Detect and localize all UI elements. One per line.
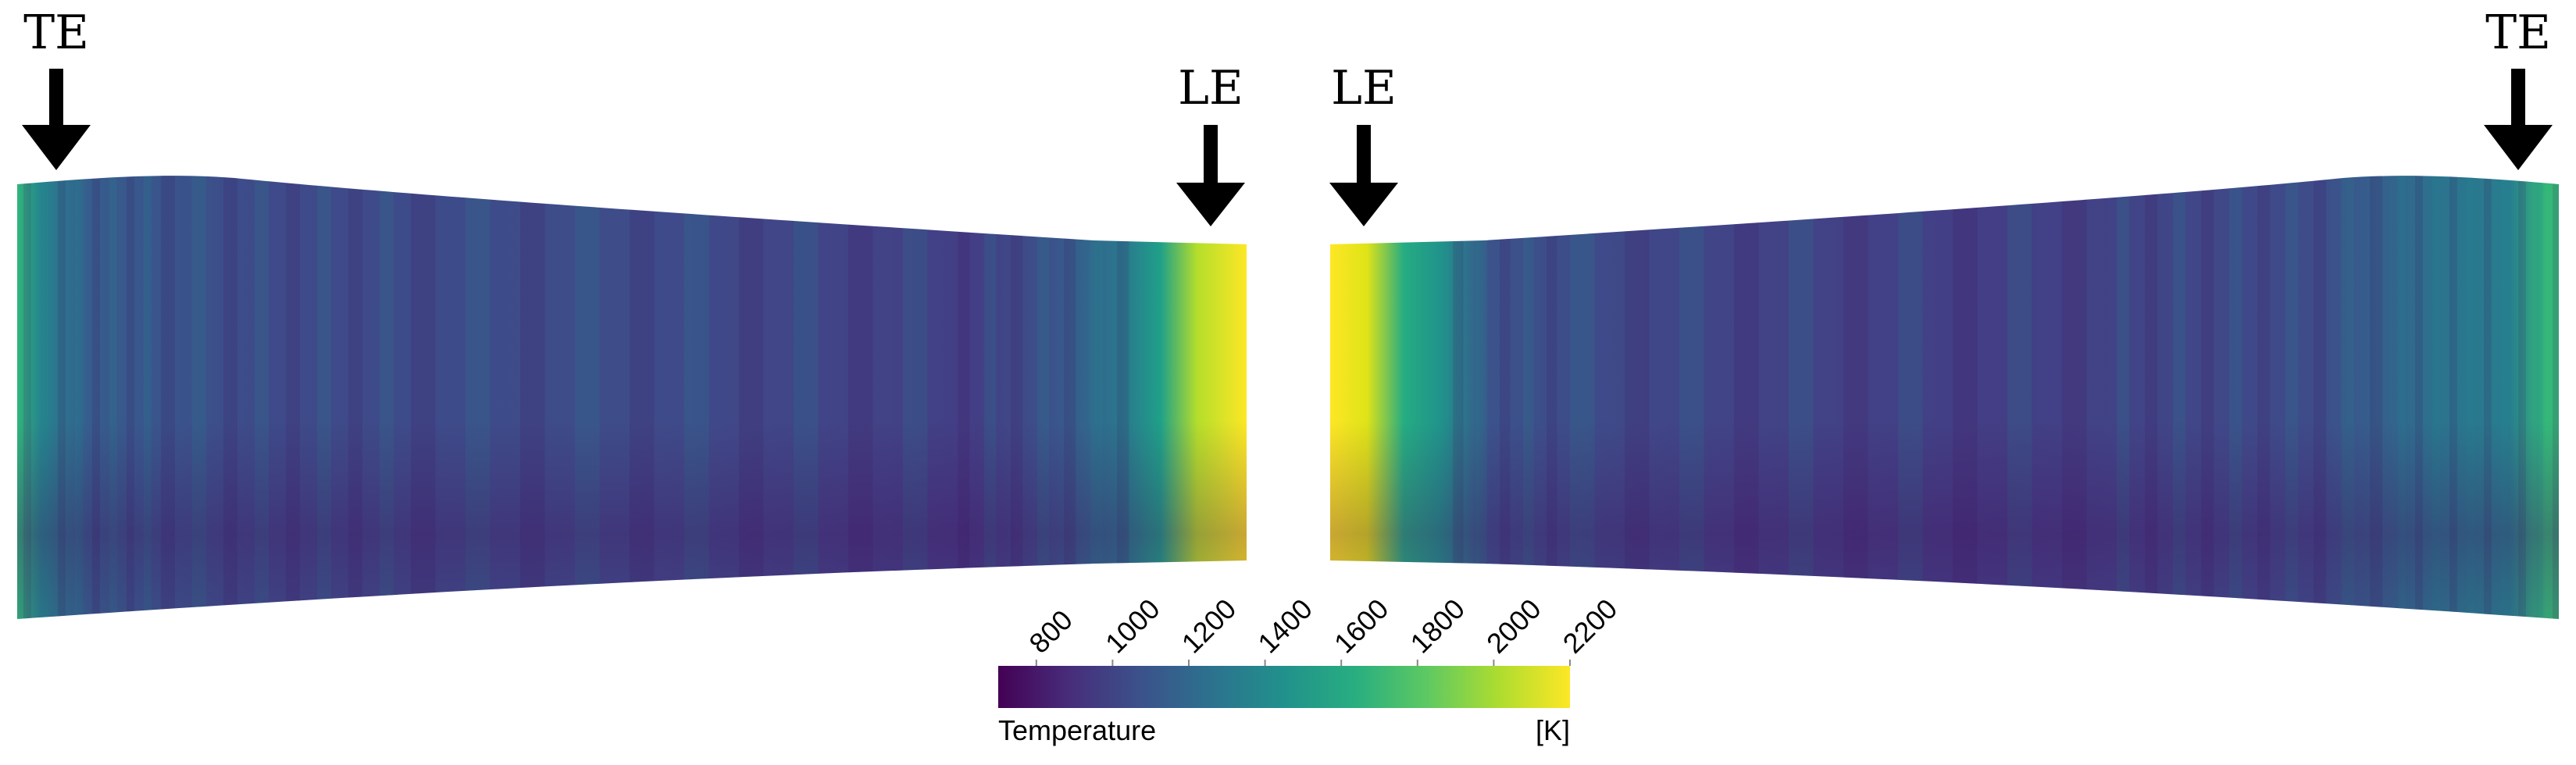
te-right-label: TE xyxy=(2485,5,2551,60)
colorbar-tick-label: 1200 xyxy=(1176,592,1243,660)
colorbar: 800 1000 1200 1400 1600 1800 2000 2200 Temperat… xyxy=(998,592,1623,746)
colorbar-tick-label: 2000 xyxy=(1480,592,1547,660)
colorbar-unit: [K] xyxy=(1536,714,1570,746)
le-right-marker: LE xyxy=(1329,61,1398,226)
colorbar-tick-label: 1400 xyxy=(1251,592,1318,660)
left-blade-shading xyxy=(17,176,1247,620)
colorbar-tick-label: 2200 xyxy=(1557,592,1624,660)
colorbar-tick-label: 800 xyxy=(1022,603,1078,659)
le-right-arrow-head xyxy=(1329,183,1398,226)
right-blade-surface xyxy=(1330,176,2559,620)
te-right-marker: TE xyxy=(2484,5,2553,170)
te-left-arrow-shaft xyxy=(49,69,63,128)
te-left-label: TE xyxy=(23,5,89,60)
colorbar-tick-label: 1600 xyxy=(1328,592,1395,660)
colorbar-gradient xyxy=(998,666,1570,708)
le-left-marker: LE xyxy=(1176,61,1245,226)
colorbar-title: Temperature xyxy=(998,714,1156,746)
te-left-arrow-head xyxy=(22,125,91,170)
le-left-arrow-shaft xyxy=(1204,125,1218,184)
colorbar-tick-label: 1000 xyxy=(1099,592,1166,660)
le-right-arrow-shaft xyxy=(1357,125,1371,184)
le-right-label: LE xyxy=(1331,61,1397,116)
colorbar-tick-label: 1800 xyxy=(1404,592,1471,660)
te-right-arrow-shaft xyxy=(2511,69,2525,128)
colorbar-ticks: 800 1000 1200 1400 1600 1800 2000 2200 xyxy=(1022,592,1623,666)
te-right-arrow-head xyxy=(2484,125,2553,170)
left-blade-surface xyxy=(17,176,1247,620)
right-blade-shading xyxy=(1330,176,2559,620)
le-left-arrow-head xyxy=(1176,183,1245,226)
te-left-marker: TE xyxy=(22,5,91,170)
le-left-label: LE xyxy=(1178,61,1243,116)
